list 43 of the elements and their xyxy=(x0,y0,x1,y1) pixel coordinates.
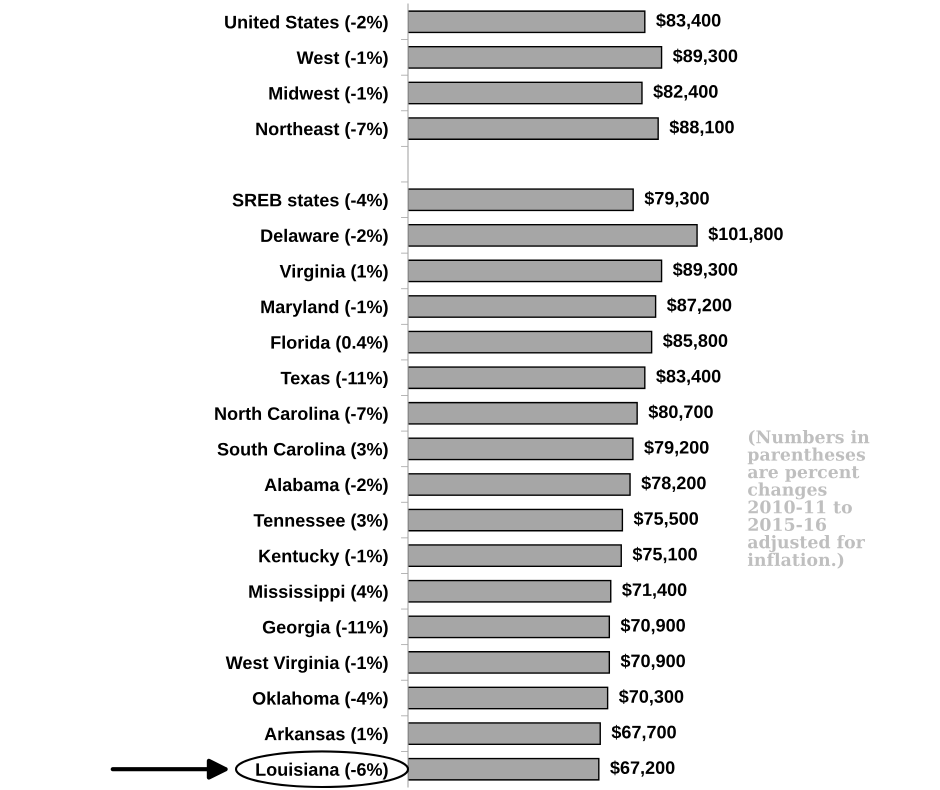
y-tick-label: Oklahoma (-4%) xyxy=(252,691,388,708)
data-label: $89,300 xyxy=(672,262,738,278)
y-tick-label: Alabama (-2%) xyxy=(264,478,388,495)
y-tick-label: United States (-2%) xyxy=(225,15,388,32)
data-label: $71,400 xyxy=(622,582,686,599)
y-tick-label: Northeast (-7%) xyxy=(256,122,388,139)
y-tick-label: Midwest (-1%) xyxy=(269,86,388,104)
data-label: $82,400 xyxy=(653,84,718,100)
data-label: $78,200 xyxy=(641,476,706,492)
text: (Numbers in parentheses are percent changes 2010-11 to 2015-16 adjusted for inflation.) xyxy=(748,430,870,569)
y-tick-label: South Carolina (3%) xyxy=(218,442,388,460)
data-label: $101,800 xyxy=(708,226,783,243)
data-label: $67,200 xyxy=(610,760,674,777)
y-tick-label: North Carolina (-7%) xyxy=(215,406,388,424)
y-tick-label: Florida (0.4%) xyxy=(271,336,388,352)
y-tick-label: Arkansas (1%) xyxy=(264,727,388,744)
data-label: $80,700 xyxy=(648,404,713,421)
data-label: $87,200 xyxy=(666,298,732,314)
data-label: $88,100 xyxy=(670,120,734,136)
data-label: $70,900 xyxy=(620,618,685,634)
y-tick-label: Mississippi (4%) xyxy=(249,584,388,602)
data-label: $79,300 xyxy=(644,191,709,208)
data-label: $75,100 xyxy=(632,546,697,564)
y-tick-label: Maryland (-1%) xyxy=(261,300,388,317)
y-tick-label: West (-1%) xyxy=(296,50,388,68)
data-label: $70,300 xyxy=(618,689,684,706)
y-tick-label: Virginia (1%) xyxy=(280,264,388,282)
data-label: $85,800 xyxy=(662,333,728,350)
y-tick-label: Delaware (-2%) xyxy=(261,228,388,246)
y-tick-label: Kentucky (-1%) xyxy=(259,549,388,566)
y-tick-label: SREB states (-4%) xyxy=(232,193,388,210)
y-tick-label: Texas (-11%) xyxy=(280,371,388,388)
y-tick-label: West Virginia (-1%) xyxy=(226,656,388,673)
y-tick-label: Louisiana (-6%) xyxy=(256,762,388,780)
data-label: $83,400 xyxy=(656,13,720,30)
data-label: $75,500 xyxy=(634,511,698,528)
y-tick-label: Georgia (-11%) xyxy=(262,620,388,638)
data-label: $83,400 xyxy=(656,368,720,386)
data-label: $79,200 xyxy=(644,440,709,456)
data-label: $70,900 xyxy=(620,654,685,670)
y-tick-label: Tennessee (3%) xyxy=(254,514,388,530)
data-label: $89,300 xyxy=(672,48,738,65)
data-label: $67,700 xyxy=(612,724,676,742)
